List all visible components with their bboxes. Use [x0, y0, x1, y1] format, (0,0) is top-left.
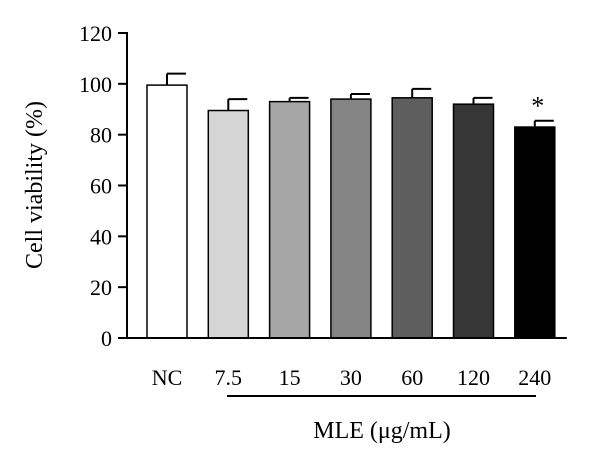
significance-marker: * — [531, 92, 544, 121]
bars-group: * — [146, 72, 556, 339]
bar — [268, 100, 311, 339]
y-tick-label: 120 — [79, 21, 112, 46]
bar — [514, 126, 556, 339]
x-tick-label: NC — [152, 365, 183, 390]
bar — [330, 98, 372, 339]
y-tick-label: 40 — [90, 224, 112, 249]
bar — [207, 109, 250, 339]
bar — [146, 84, 188, 339]
bar — [391, 97, 433, 339]
x-tick-label: 240 — [518, 365, 551, 390]
y-axis: 0 20 40 60 80 100 120 — [79, 21, 128, 351]
group-label: MLE (μg/mL) — [313, 418, 451, 444]
x-axis: NC 7.5 15 30 60 120 240 — [127, 337, 567, 390]
y-tick-label: 0 — [101, 326, 112, 351]
x-tick-label: 30 — [340, 365, 362, 390]
y-tick-label: 60 — [90, 174, 112, 199]
x-tick-label: 60 — [401, 365, 423, 390]
y-tick-label: 20 — [90, 275, 112, 300]
y-tick-label: 80 — [90, 123, 112, 148]
y-axis-title: Cell viability (%) — [22, 101, 48, 269]
x-tick-label: 15 — [279, 365, 301, 390]
x-tick-label: 7.5 — [215, 365, 243, 390]
x-tick-label: 120 — [457, 365, 490, 390]
y-tick-label: 100 — [79, 72, 112, 97]
bar — [452, 103, 495, 339]
